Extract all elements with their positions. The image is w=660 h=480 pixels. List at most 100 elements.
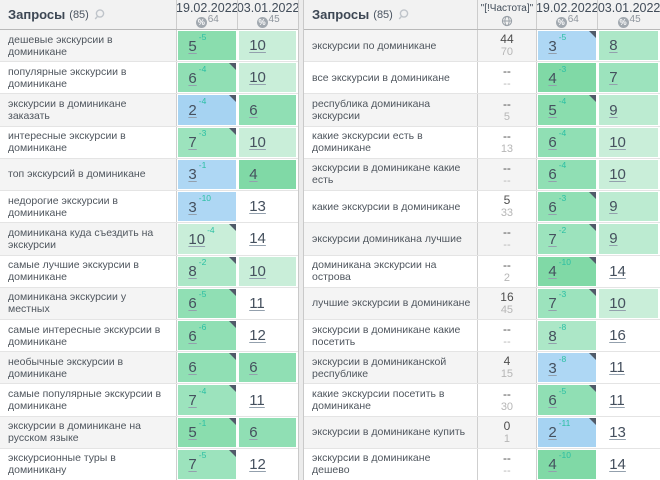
position-link[interactable]: 10-4 (188, 224, 215, 248)
position-link[interactable]: 4-10 (548, 450, 571, 474)
position-link[interactable]: 10 (249, 69, 266, 87)
queries-column-header[interactable]: Запросы (85) (0, 0, 178, 29)
position-link[interactable]: 3-8 (548, 353, 567, 377)
query-cell[interactable]: какие экскурсии посетить в доминикане (304, 384, 478, 416)
query-cell[interactable]: популярные экскурсии в доминикане (0, 62, 178, 94)
query-cell[interactable]: недорогие экскурсии в доминикане (0, 191, 178, 223)
position-link[interactable]: 13 (609, 423, 626, 441)
position-link[interactable]: 10 (249, 37, 266, 55)
position-link[interactable]: 10 (249, 133, 266, 151)
position-link[interactable]: 3-5 (548, 31, 567, 55)
position-link[interactable]: 12 (249, 455, 266, 473)
query-cell[interactable]: самые лучшие экскурсии в доминикане (0, 255, 178, 287)
date-column-header-1[interactable]: 19.02.2022 % 64 (537, 0, 599, 29)
position-link[interactable]: 14 (609, 262, 626, 280)
query-cell[interactable]: какие экскурсии есть в доминикане (304, 126, 478, 158)
query-cell[interactable]: экскурсии по доминикане (304, 30, 478, 62)
query-cell[interactable]: доминикана экскурсии на острова (304, 255, 478, 287)
position-link[interactable]: 6-4 (548, 160, 567, 184)
date-column-header-2[interactable]: 03.01.2022 % 45 (598, 0, 660, 29)
position-link[interactable]: 5-4 (548, 96, 567, 120)
query-cell[interactable]: необычные экскурсии в доминикане (0, 352, 178, 384)
query-cell[interactable]: экскурсии в доминикане заказать (0, 94, 178, 126)
note-corner-marker (229, 288, 237, 296)
position-link[interactable]: 4-3 (548, 63, 567, 87)
query-cell[interactable]: экскурсии в доминикане купить (304, 416, 478, 448)
position-link[interactable]: 16 (609, 327, 626, 345)
position-link[interactable]: 7-4 (188, 386, 207, 410)
position-link[interactable]: 6-4 (188, 63, 207, 87)
query-cell[interactable]: республика доминикана экскурсии (304, 94, 478, 126)
position-box: 10 (239, 31, 296, 61)
position-link[interactable]: 14 (609, 455, 626, 473)
query-cell[interactable]: лучшие экскурсии в доминикане (304, 287, 478, 319)
query-cell[interactable]: все экскурсии в доминикане (304, 62, 478, 94)
query-cell[interactable]: самые интересные экскурсии в доминикане (0, 319, 178, 352)
frequency-value-top: -- (502, 96, 511, 111)
query-cell[interactable]: экскурсии в доминикане на русском языке (0, 416, 178, 448)
frequency-column-header[interactable]: "[!Частота]" (478, 0, 538, 29)
query-cell[interactable]: интересные экскурсии в доминикане (0, 126, 178, 158)
position-link[interactable]: 2-4 (188, 96, 207, 120)
position-link[interactable]: 6-5 (188, 289, 207, 313)
position-link[interactable]: 2-11 (548, 418, 571, 442)
queries-column-header[interactable]: Запросы (85) (304, 0, 478, 29)
position-link[interactable]: 7 (609, 69, 618, 87)
position-link[interactable]: 5-5 (188, 31, 207, 55)
position-link[interactable]: 8-8 (548, 321, 567, 345)
query-cell[interactable]: экскурсии в доминикане какие есть (304, 158, 478, 191)
query-cell[interactable]: топ экскурсий в доминикане (0, 158, 178, 191)
note-corner-marker (229, 127, 237, 135)
note-corner-marker (589, 95, 597, 103)
frequency-value-top: -- (502, 322, 511, 337)
position-link[interactable]: 11 (249, 391, 265, 409)
position-box: 6-4 (178, 63, 237, 93)
position-link[interactable]: 6-5 (548, 386, 567, 410)
position-link[interactable]: 9 (609, 230, 618, 248)
query-cell[interactable]: экскурсии в доминикане какие посетить (304, 319, 478, 352)
position-link[interactable]: 4-10 (548, 257, 571, 281)
query-cell[interactable]: дешевые экскурсии в доминикане (0, 30, 178, 62)
search-icon[interactable] (398, 8, 411, 21)
position-link[interactable]: 6 (188, 359, 197, 377)
query-cell[interactable]: экскурсии в доминиканской республике (304, 352, 478, 384)
position-link[interactable]: 7-3 (188, 128, 207, 152)
position-link[interactable]: 13 (249, 198, 266, 216)
position-link[interactable]: 3-10 (188, 192, 212, 216)
query-cell[interactable]: какие экскурсии в доминикане (304, 191, 478, 223)
position-link[interactable]: 7-2 (548, 224, 567, 248)
position-link[interactable]: 6 (249, 359, 258, 377)
position-link[interactable]: 6-3 (548, 192, 567, 216)
position-link[interactable]: 7-3 (548, 289, 567, 313)
position-link[interactable]: 3-1 (188, 160, 207, 184)
position-link[interactable]: 11 (609, 359, 625, 377)
position-link[interactable]: 7-5 (188, 450, 207, 474)
position-link[interactable]: 6 (249, 101, 258, 119)
position-link[interactable]: 6-4 (548, 128, 567, 152)
position-link[interactable]: 6-6 (188, 321, 207, 345)
search-icon[interactable] (94, 8, 107, 21)
position-link[interactable]: 10 (609, 294, 626, 312)
date-column-header-2[interactable]: 03.01.2022 % 45 (238, 0, 298, 29)
position-link[interactable]: 8 (609, 37, 618, 55)
query-cell[interactable]: экскурсионные туры в доминикану (0, 448, 178, 480)
date-column-header-1[interactable]: 19.02.2022 % 64 (177, 0, 239, 29)
query-cell[interactable]: экскурсии в доминикане дешево (304, 448, 478, 480)
query-cell[interactable]: экскурсии доминикана лучшие (304, 223, 478, 255)
position-link[interactable]: 5-1 (188, 418, 207, 442)
position-link[interactable]: 6 (249, 423, 258, 441)
query-cell[interactable]: самые популярные экскурсии в доминикане (0, 384, 178, 416)
position-link[interactable]: 8-2 (188, 257, 207, 281)
position-link[interactable]: 9 (609, 198, 618, 216)
position-link[interactable]: 11 (609, 391, 625, 409)
position-link[interactable]: 9 (609, 101, 618, 119)
position-link[interactable]: 10 (609, 133, 626, 151)
position-link[interactable]: 4 (249, 165, 258, 183)
query-cell[interactable]: доминикана куда съездить на экскурсии (0, 223, 178, 255)
position-link[interactable]: 10 (249, 262, 266, 280)
position-link[interactable]: 10 (609, 165, 626, 183)
query-cell[interactable]: доминикана экскурсии у местных (0, 287, 178, 319)
position-link[interactable]: 11 (249, 294, 265, 312)
position-link[interactable]: 12 (249, 327, 266, 345)
position-link[interactable]: 14 (249, 230, 266, 248)
